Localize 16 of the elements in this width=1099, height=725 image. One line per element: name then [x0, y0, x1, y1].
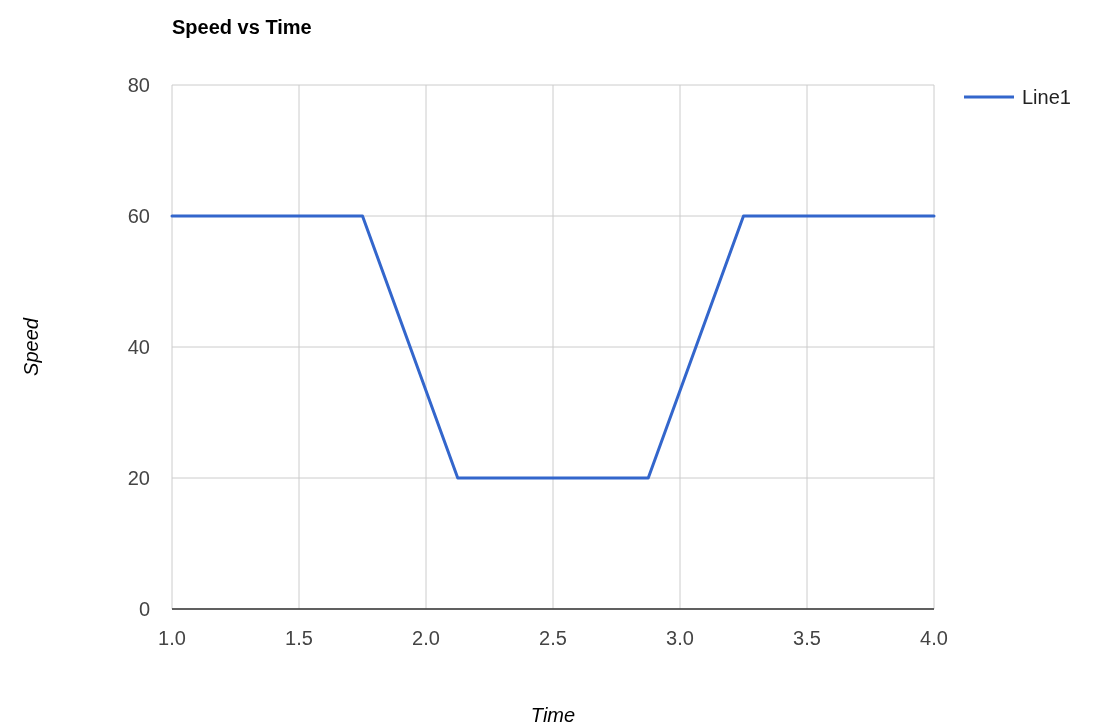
y-axis-title: Speed [20, 317, 42, 376]
y-tick-label: 0 [138, 598, 150, 620]
y-tick-label: 40 [127, 336, 150, 358]
x-tick-label: 2.0 [412, 627, 440, 649]
x-tick-label: 1.0 [158, 627, 186, 649]
x-tick-label: 3.0 [666, 627, 694, 649]
y-tick-label: 60 [127, 205, 150, 227]
x-tick-label: 2.5 [539, 627, 567, 649]
x-tick-label: 3.5 [793, 627, 821, 649]
legend-label: Line1 [1022, 86, 1071, 108]
x-axis-title: Time [530, 704, 576, 725]
x-tick-label: 4.0 [920, 627, 948, 649]
y-tick-label: 80 [127, 74, 150, 96]
chart-title: Speed vs Time [172, 16, 312, 38]
x-tick-label: 1.5 [285, 627, 313, 649]
y-tick-label: 20 [127, 467, 150, 489]
